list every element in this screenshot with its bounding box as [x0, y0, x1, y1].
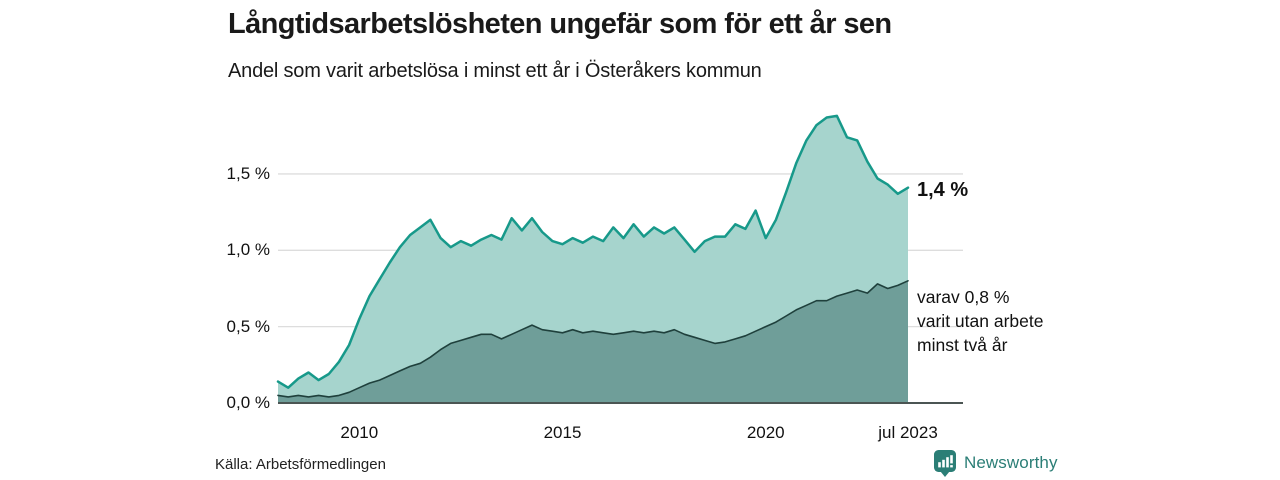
series-line-0 — [276, 114, 910, 389]
y-tick-label: 1,0 % — [226, 240, 270, 260]
series-area-0 — [278, 115, 908, 404]
dark-series-annotation: varav 0,8 % varit utan arbete minst två … — [917, 285, 1043, 357]
newsworthy-pin-icon — [934, 449, 956, 477]
source-credit: Källa: Arbetsförmedlingen — [215, 456, 386, 473]
y-tick-label: 0,5 % — [226, 316, 270, 336]
annotation-line: minst två år — [917, 335, 1008, 355]
x-tick-label: jul 2023 — [878, 423, 938, 442]
x-tick-label: 2010 — [340, 423, 379, 442]
chart-subtitle: Andel som varit arbetslösa i minst ett å… — [228, 60, 762, 82]
brand-logo: Newsworthy — [933, 448, 1058, 478]
annotation-line: varav 0,8 % — [917, 287, 1010, 307]
x-tick-label: 2020 — [746, 423, 785, 442]
y-tick-label: 0,0 % — [226, 393, 270, 412]
annotation-line: varit utan arbete — [917, 311, 1044, 331]
brand-name: Newsworthy — [964, 453, 1058, 472]
series-end-value-label: 1,4 % — [917, 179, 969, 201]
x-tick-label: 2015 — [543, 423, 582, 442]
page-title: Långtidsarbetslösheten ungefär som för e… — [228, 8, 892, 40]
series-line-1 — [277, 279, 909, 398]
y-tick-label: 1,5 % — [226, 163, 270, 183]
series-area-1 — [278, 280, 908, 403]
